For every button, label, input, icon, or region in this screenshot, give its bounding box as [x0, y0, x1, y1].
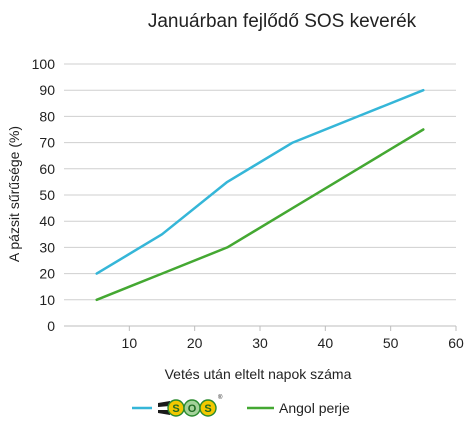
y-tick-label-60: 60 — [39, 161, 55, 177]
y-tick-label-70: 70 — [39, 135, 55, 151]
x-axis-label: Vetés után eltelt napok száma — [165, 366, 352, 382]
legend-label-angol-perje: Angol perje — [279, 400, 350, 416]
x-tick-label-20: 20 — [187, 335, 203, 351]
y-axis-ticks: 0 10 20 30 40 50 60 70 80 90 100 — [32, 56, 56, 334]
x-tick-label-10: 10 — [122, 335, 138, 351]
y-tick-label-50: 50 — [39, 187, 55, 203]
svg-text:O: O — [188, 403, 197, 415]
y-tick-label-0: 0 — [47, 318, 55, 334]
sos-logo-icon: S O S ® — [158, 394, 223, 417]
x-tick-label-50: 50 — [383, 335, 399, 351]
y-tick-label-10: 10 — [39, 292, 55, 308]
svg-text:S: S — [172, 403, 179, 415]
x-axis-ticks: 10 20 30 40 50 60 — [122, 326, 464, 351]
series-line-angol-perje — [95, 128, 425, 302]
x-tick-label-60: 60 — [448, 335, 464, 351]
legend-item-angol-perje: Angol perje — [247, 400, 350, 416]
series-lines — [95, 88, 425, 302]
y-tick-label-90: 90 — [39, 82, 55, 98]
svg-text:S: S — [204, 403, 211, 415]
legend-item-sos: S O S ® — [132, 394, 223, 417]
legend: S O S ® Angol perje — [132, 394, 350, 417]
y-axis-label: A pázsit sűrűsége (%) — [6, 126, 22, 262]
y-tick-label-20: 20 — [39, 266, 55, 282]
x-tick-label-40: 40 — [318, 335, 334, 351]
series-line-sos — [95, 88, 425, 275]
y-tick-label-100: 100 — [32, 56, 56, 72]
chart-title: Januárban fejlődő SOS keverék — [148, 11, 417, 32]
y-tick-label-40: 40 — [39, 213, 55, 229]
x-tick-label-30: 30 — [252, 335, 268, 351]
svg-text:®: ® — [218, 394, 223, 401]
y-tick-label-80: 80 — [39, 108, 55, 124]
grid-lines — [64, 63, 456, 301]
y-tick-label-30: 30 — [39, 239, 55, 255]
